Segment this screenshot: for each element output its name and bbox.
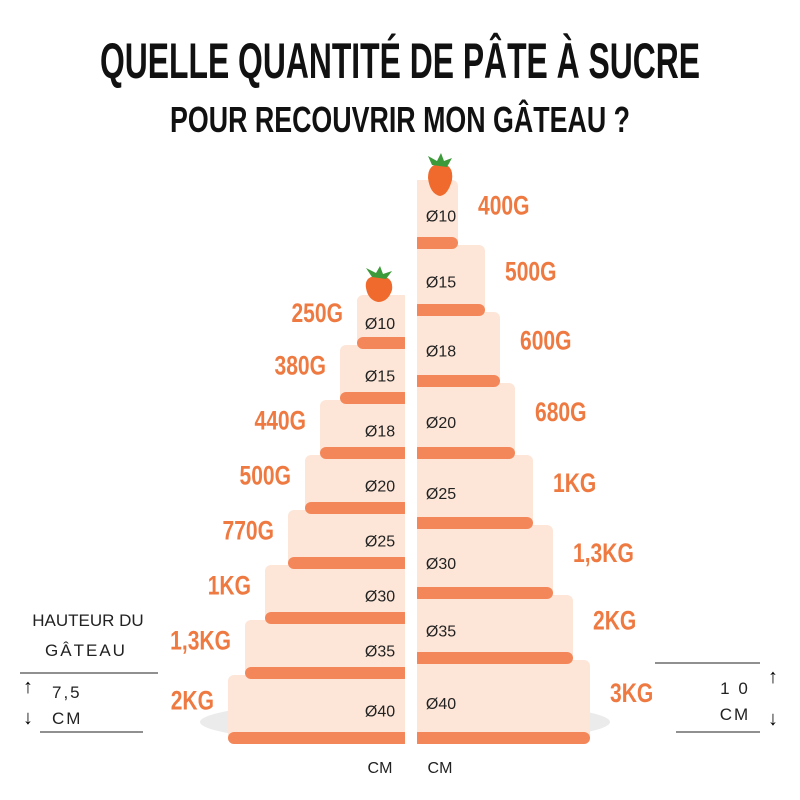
tier-band	[412, 517, 533, 529]
tier	[412, 245, 485, 316]
tier-band	[357, 337, 410, 349]
arrow: ↓	[23, 707, 33, 729]
diameter: Ø30	[365, 589, 395, 606]
diameter: Ø18	[426, 344, 456, 361]
divider	[405, 170, 417, 760]
tier-band	[320, 447, 410, 459]
title-line2: POUR RECOUVRIR MON GÂTEAU ?	[170, 98, 630, 140]
tier	[320, 400, 410, 459]
tier-band	[412, 587, 553, 599]
strawberry	[428, 153, 453, 196]
arrow: ↑	[23, 676, 33, 698]
tier	[412, 595, 573, 664]
tier	[228, 675, 410, 744]
tier	[412, 180, 458, 249]
legend-label: HAUTEUR DU	[32, 611, 143, 630]
unit: CM	[368, 760, 393, 777]
diameter: Ø10	[426, 209, 456, 226]
amount: 500G	[239, 461, 291, 491]
tier	[265, 565, 410, 624]
tier-band	[412, 447, 515, 459]
tier-band	[305, 502, 410, 514]
diameter: Ø15	[426, 275, 456, 292]
diameter: Ø40	[365, 704, 395, 721]
arrow: ↑	[768, 666, 778, 688]
tier-band	[245, 667, 410, 679]
legend-label: GÂTEAU	[45, 641, 127, 660]
diameter: Ø25	[426, 486, 456, 503]
diameter: Ø40	[426, 696, 456, 713]
tier-band	[412, 304, 485, 316]
unit: CM	[428, 760, 453, 777]
strawberry	[365, 266, 393, 302]
amount: 3KG	[610, 679, 653, 709]
amount: 1,3KG	[573, 539, 634, 569]
height-value: 7,5	[52, 683, 82, 702]
tier-band	[228, 732, 410, 744]
diameter: Ø20	[365, 479, 395, 496]
tier	[412, 660, 590, 744]
diameter: Ø35	[365, 644, 395, 661]
tier	[412, 525, 553, 599]
amount: 380G	[274, 351, 326, 381]
tier-band	[412, 375, 500, 387]
tier	[412, 455, 533, 529]
tier	[305, 455, 410, 514]
diameter: Ø25	[365, 534, 395, 551]
amount: 1KG	[208, 571, 251, 601]
tier	[340, 345, 410, 404]
diameter: Ø18	[365, 424, 395, 441]
height-value: 1 0	[720, 679, 750, 698]
tier	[245, 620, 410, 679]
tier-band	[265, 612, 410, 624]
tier	[357, 295, 410, 349]
amount: 400G	[478, 191, 530, 221]
amount: 680G	[535, 398, 587, 428]
tier-band	[412, 237, 458, 249]
tier-band	[288, 557, 410, 569]
arrow: ↓	[768, 708, 778, 730]
amount: 770G	[222, 516, 274, 546]
tier-band	[412, 732, 590, 744]
tier	[412, 383, 515, 459]
height-unit: CM	[52, 709, 82, 728]
tier	[288, 510, 410, 569]
diameter: Ø30	[426, 556, 456, 573]
amount: 440G	[254, 406, 306, 436]
amount: 2KG	[593, 606, 636, 636]
amount: 2KG	[171, 686, 214, 716]
cakes	[228, 180, 590, 744]
amount: 500G	[505, 257, 557, 287]
amount: 1KG	[553, 469, 596, 499]
tier	[412, 312, 500, 387]
diameter: Ø35	[426, 624, 456, 641]
diameter: Ø15	[365, 369, 395, 386]
amount: 600G	[520, 326, 572, 356]
amount: 1,3KG	[170, 626, 231, 656]
tier-band	[412, 652, 573, 664]
title-line1: QUELLE QUANTITÉ DE PÂTE À SUCRE	[100, 33, 700, 89]
diameter: Ø10	[365, 316, 395, 333]
diameter: Ø20	[426, 415, 456, 432]
tier-band	[340, 392, 410, 404]
height-unit: CM	[720, 705, 750, 724]
amount: 250G	[291, 299, 343, 329]
